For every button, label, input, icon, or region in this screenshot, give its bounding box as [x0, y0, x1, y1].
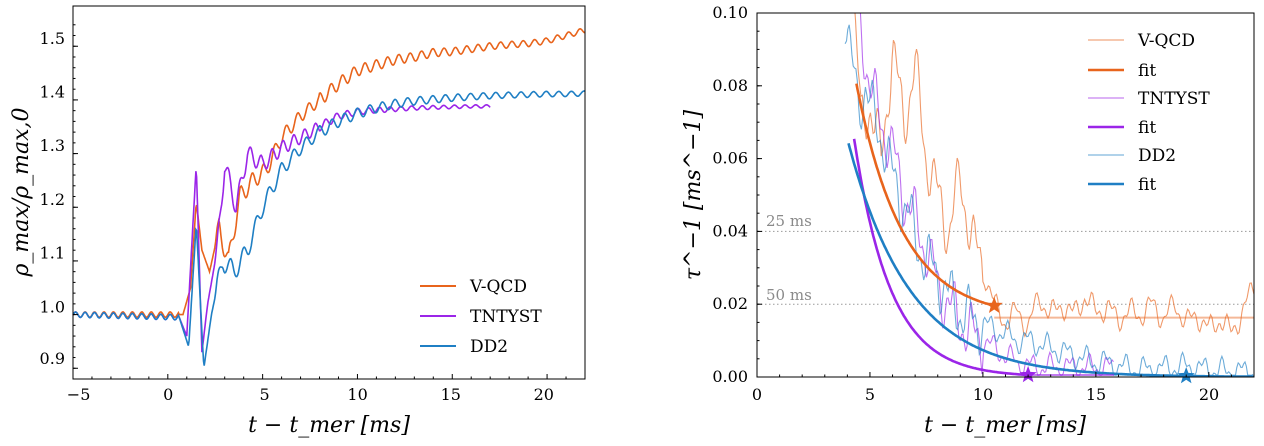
left-ytick-label: 1.0 [40, 297, 65, 316]
left-ytick-label: 0.9 [40, 349, 65, 368]
right-fit-line [852, 138, 1029, 377]
fit-end-star [985, 296, 1003, 313]
right-y-axis-title: τ^−1 [ms^−1] [681, 109, 706, 280]
right-fit-line [855, 83, 995, 307]
left-xtick-label: −5 [67, 385, 91, 404]
legend-label-tntyst-fit: fit [1138, 118, 1156, 138]
right-plot-lines [844, 13, 1254, 384]
left-xtick-label: 15 [441, 385, 461, 404]
right-x-axis-title: t − t_mer [ms] [924, 413, 1086, 438]
right-fit-line [847, 142, 1254, 377]
legend-label-dd2: DD2 [470, 337, 508, 357]
right-raw-line-v-qcd [854, 13, 1254, 338]
right-panel: 25 ms 50 ms 0 5 10 15 20 0.00 0.02 0.04 … [681, 3, 1255, 438]
right-xtick-label: 15 [1086, 385, 1106, 404]
left-xtick-label: 0 [163, 385, 173, 404]
left-xtick-label: 5 [260, 385, 270, 404]
right-ytick-label: 0.04 [712, 221, 748, 240]
legend-label-tntyst-raw: TNTYST [1138, 89, 1210, 109]
right-raw-line-dd2 [844, 24, 1254, 376]
left-ytick-label: 1.1 [40, 244, 65, 263]
left-plot-frame [72, 5, 586, 380]
left-ytick-label: 1.2 [40, 190, 65, 209]
legend-label-tntyst: TNTYST [470, 307, 542, 327]
right-xtick-label: 0 [752, 385, 762, 404]
left-xtick-label: 10 [347, 385, 367, 404]
left-xtick-label: 20 [534, 385, 554, 404]
reference-label-50ms: 50 ms [766, 286, 812, 304]
right-plot-frame [756, 12, 1255, 378]
left-series-line-v-qcd [72, 27, 586, 319]
reference-label-25ms: 25 ms [766, 212, 812, 230]
right-ytick-label: 0.02 [712, 294, 748, 313]
right-ytick-label: 0.08 [712, 76, 748, 95]
right-ytick-label: 0.10 [712, 3, 748, 22]
legend-label-vqcd-fit: fit [1138, 61, 1156, 81]
right-ytick-label: 0.00 [712, 367, 748, 386]
left-legend: V-QCD TNTYST DD2 [420, 277, 542, 357]
left-panel: −5 0 5 10 15 20 0.9 1.0 1.1 1.2 1.3 1.4 … [9, 5, 586, 438]
left-ytick-label: 1.4 [40, 83, 65, 102]
left-y-axis-title: ρ_max/ρ_max,0 [9, 107, 34, 277]
left-plot-lines [72, 27, 586, 366]
left-axis-ticks [72, 24, 586, 379]
right-xtick-label: 5 [865, 385, 875, 404]
right-raw-line-tntyst [859, 13, 1114, 376]
left-x-axis-title: t − t_mer [ms] [248, 413, 410, 438]
right-axis-ticks [756, 12, 1255, 378]
right-legend: V-QCD fit TNTYST fit DD2 fit [1088, 31, 1210, 195]
left-ytick-label: 1.3 [40, 136, 65, 155]
legend-label-vqcd: V-QCD [469, 277, 527, 297]
legend-label-dd2-fit: fit [1138, 175, 1156, 195]
right-xtick-label: 10 [973, 385, 993, 404]
reference-lines [757, 230, 1254, 305]
legend-label-vqcd-raw: V-QCD [1137, 31, 1195, 51]
right-xtick-label: 20 [1199, 385, 1219, 404]
right-ytick-label: 0.06 [712, 149, 748, 168]
left-ytick-label: 1.5 [40, 29, 65, 48]
left-series-line-dd2 [72, 90, 586, 366]
fit-end-star [1019, 365, 1037, 383]
legend-label-dd2-raw: DD2 [1138, 146, 1176, 166]
